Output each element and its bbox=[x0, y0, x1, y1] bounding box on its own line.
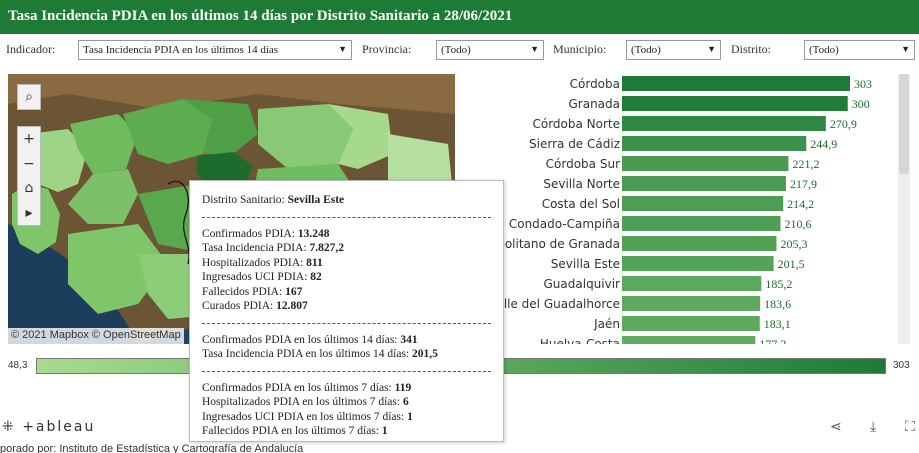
bar[interactable] bbox=[622, 316, 760, 331]
tooltip-curados: Curados PDIA: 12.807 bbox=[202, 300, 308, 312]
bar-value-label: 183,6 bbox=[764, 297, 791, 311]
play-icon[interactable]: ▸ bbox=[25, 204, 33, 221]
scroll-thumb[interactable] bbox=[899, 74, 909, 174]
bar-label[interactable]: Costa del Sol bbox=[542, 197, 620, 211]
bar-value-label: 210,6 bbox=[784, 217, 811, 231]
tooltip: Distrito Sanitario: Sevilla Este Confirm… bbox=[189, 180, 504, 442]
bar-value-label: 244,9 bbox=[810, 137, 837, 151]
distrito-label: Distrito: bbox=[731, 42, 772, 56]
distrito-select[interactable]: (Todo) ▼ bbox=[804, 40, 915, 60]
bar[interactable] bbox=[622, 76, 850, 91]
tooltip-fallecidos-7: Fallecidos PDIA en los últimos 7 días: 1 bbox=[202, 425, 388, 437]
bar[interactable] bbox=[622, 116, 826, 131]
tooltip-tasa: Tasa Incidencia PDIA: 7.827,2 bbox=[202, 242, 344, 254]
provincia-label: Provincia: bbox=[362, 42, 412, 56]
bar-value-label: 303 bbox=[854, 77, 872, 91]
bar-label[interactable]: Córdoba bbox=[570, 77, 620, 91]
tableau-logo[interactable]: ⁜ +ableau bbox=[2, 419, 96, 435]
municipio-label: Municipio: bbox=[553, 42, 607, 56]
credits: porado por: Instituto de Estadística y C… bbox=[0, 443, 304, 453]
tableau-logo-text: +ableau bbox=[22, 419, 96, 435]
tooltip-confirmados-14: Confirmados PDIA en los últimos 14 días:… bbox=[202, 333, 418, 346]
chevron-down-icon: ▼ bbox=[530, 44, 539, 54]
title-bar: Tasa Incidencia PDIA en los últimos 14 d… bbox=[0, 0, 919, 34]
provincia-value: (Todo) bbox=[441, 44, 471, 56]
bar-label[interactable]: Granada bbox=[568, 97, 620, 111]
search-icon[interactable]: ⌕ bbox=[25, 89, 33, 105]
indicador-select[interactable]: Tasa Incidencia PDIA en los últimos 14 d… bbox=[78, 40, 352, 60]
bar[interactable] bbox=[622, 176, 786, 191]
bar-value-label: 300 bbox=[852, 97, 870, 111]
bar-label[interactable]: Huelva-Costa bbox=[540, 337, 620, 344]
chevron-down-icon: ▼ bbox=[707, 44, 716, 54]
zoom-out-icon[interactable]: − bbox=[23, 155, 35, 172]
municipio-value: (Todo) bbox=[631, 44, 661, 56]
bar[interactable] bbox=[622, 136, 807, 151]
bar-value-label: 217,9 bbox=[790, 177, 817, 191]
map-search-control[interactable]: ⌕ bbox=[17, 84, 41, 110]
home-icon[interactable]: ⌂ bbox=[24, 180, 34, 197]
provincia-select[interactable]: (Todo) ▼ bbox=[436, 40, 544, 60]
bar[interactable] bbox=[622, 196, 784, 211]
bar-value-label: 221,2 bbox=[792, 157, 819, 171]
tooltip-tasa-14: Tasa Incidencia PDIA en los últimos 14 d… bbox=[202, 348, 438, 360]
bar[interactable] bbox=[622, 276, 762, 291]
download-icon[interactable]: ⤓ bbox=[870, 419, 877, 435]
bar[interactable] bbox=[622, 96, 848, 111]
bar[interactable] bbox=[622, 256, 774, 271]
chart-scrollbar[interactable] bbox=[898, 74, 910, 344]
municipio-select[interactable]: (Todo) ▼ bbox=[626, 40, 721, 60]
bar-label[interactable]: Valle del Guadalhorce bbox=[489, 297, 620, 311]
bar-value-label: 270,9 bbox=[830, 117, 857, 131]
bar-label[interactable]: Sierra de Cádiz bbox=[529, 137, 620, 151]
footer-toolbar: ⁜ +ableau ⋖ ⤓ ⛶ bbox=[0, 416, 919, 438]
tooltip-uci-7: Ingresados UCI PDIA en los últimos 7 día… bbox=[202, 410, 413, 423]
distrito-value: (Todo) bbox=[809, 44, 839, 56]
bar-label[interactable]: Sevilla Este bbox=[551, 257, 620, 271]
tooltip-confirmados: Confirmados PDIA: 13.248 bbox=[202, 227, 330, 240]
bar-value-label: 214,2 bbox=[787, 197, 814, 211]
indicador-value: Tasa Incidencia PDIA en los últimos 14 d… bbox=[83, 44, 279, 56]
page-title: Tasa Incidencia PDIA en los últimos 14 d… bbox=[8, 8, 513, 24]
fullscreen-icon[interactable]: ⛶ bbox=[905, 419, 915, 435]
tooltip-district: Distrito Sanitario: Sevilla Este bbox=[202, 194, 345, 206]
bar[interactable] bbox=[622, 216, 781, 231]
tooltip-confirmados-7: Confirmados PDIA en los últimos 7 días: … bbox=[202, 381, 412, 394]
bar-label[interactable]: Sevilla Norte bbox=[543, 177, 620, 191]
map-attribution[interactable]: © 2021 Mapbox © OpenStreetMap bbox=[8, 328, 184, 344]
bar[interactable] bbox=[622, 236, 777, 251]
bar-value-label: 185,2 bbox=[765, 277, 792, 291]
legend-min: 48,3 bbox=[8, 360, 28, 371]
bar[interactable] bbox=[622, 156, 789, 171]
bar[interactable] bbox=[622, 336, 756, 344]
bar-value-label: 201,5 bbox=[778, 257, 805, 271]
bar-value-label: 183,1 bbox=[764, 317, 791, 331]
bar[interactable] bbox=[622, 296, 761, 311]
zoom-in-icon[interactable]: + bbox=[23, 131, 35, 148]
tooltip-hospitalizados: Hospitalizados PDIA: 811 bbox=[202, 256, 323, 269]
chevron-down-icon: ▼ bbox=[338, 44, 347, 54]
bar-value-label: 177,2 bbox=[759, 337, 786, 344]
tooltip-fallecidos: Fallecidos PDIA: 167 bbox=[202, 285, 303, 298]
bar-chart[interactable]: Córdoba 303 Granada 300 Córdoba Norte 270,9 Si… bbox=[460, 74, 892, 344]
bar-label[interactable]: Condado-Campiña bbox=[509, 217, 620, 231]
bar-value-label: 205,3 bbox=[780, 237, 807, 251]
tooltip-hospitalizados-7: Hospitalizados PDIA en los últimos 7 día… bbox=[202, 396, 409, 408]
map-zoom-control[interactable]: + − ⌂ ▸ bbox=[17, 126, 41, 226]
bar-chart-svg: Córdoba 303 Granada 300 Córdoba Norte 270,9 Si… bbox=[463, 76, 872, 344]
bar-label[interactable]: Guadalquivir bbox=[544, 277, 621, 291]
legend-max: 303 bbox=[893, 360, 910, 371]
bar-label[interactable]: Córdoba Norte bbox=[532, 117, 620, 131]
bar-label[interactable]: Jaén bbox=[593, 317, 620, 331]
bar-label[interactable]: Córdoba Sur bbox=[546, 157, 620, 171]
filter-bar: Indicador: Tasa Incidencia PDIA en los ú… bbox=[0, 38, 919, 64]
indicador-label: Indicador: bbox=[6, 42, 56, 56]
tooltip-uci: Ingresados UCI PDIA: 82 bbox=[202, 271, 322, 283]
chevron-down-icon: ▼ bbox=[901, 44, 910, 54]
share-icon[interactable]: ⋖ bbox=[830, 419, 842, 435]
